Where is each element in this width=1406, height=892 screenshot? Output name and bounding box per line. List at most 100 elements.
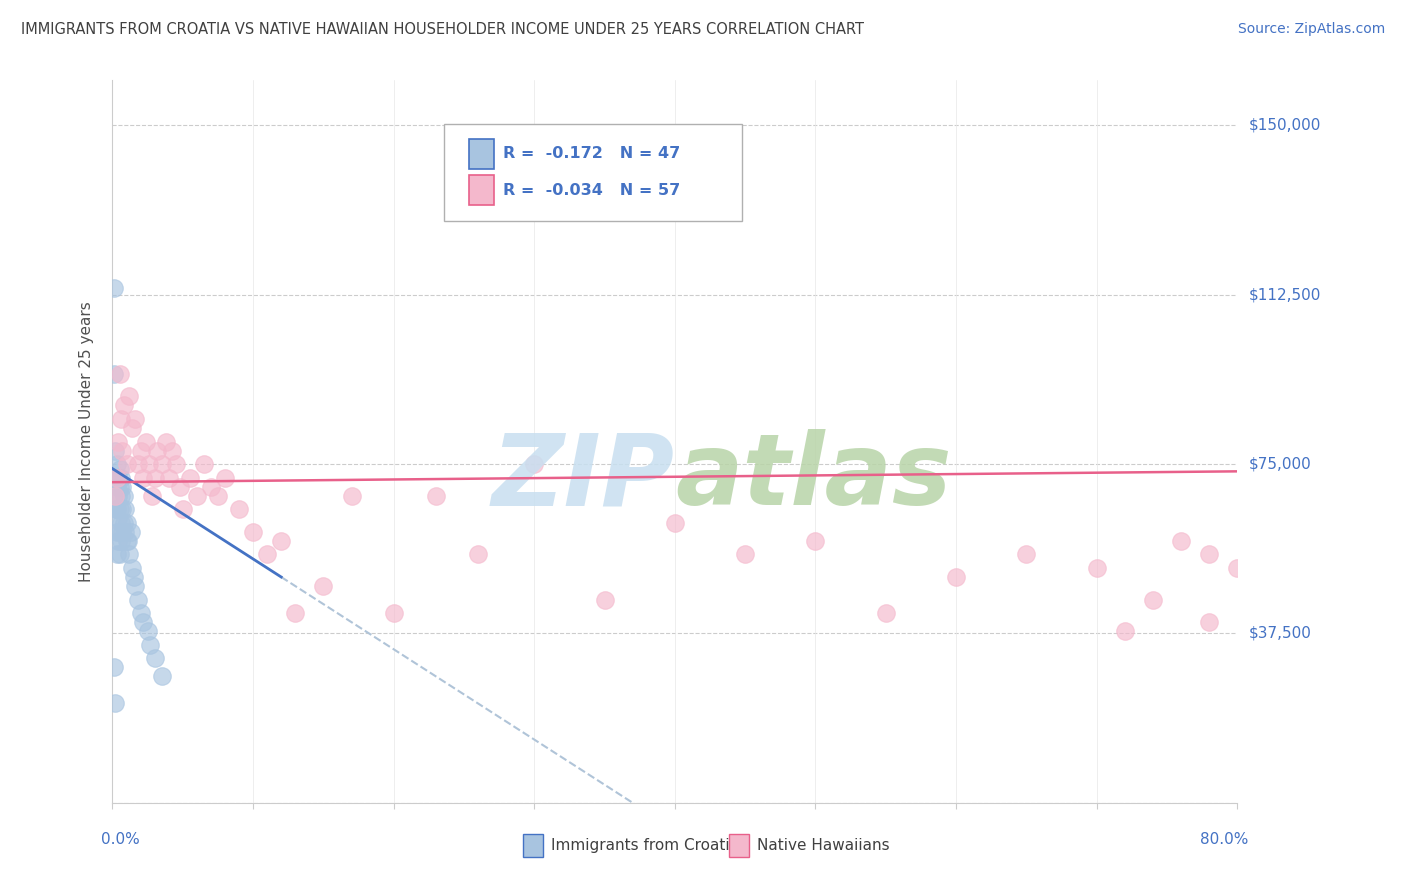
Point [382,606,405,620]
Point [875,606,897,620]
Point [228,502,250,516]
Point [111,443,134,458]
Point [256,548,278,562]
Point [143,470,166,484]
Text: 80.0%: 80.0% [1201,831,1249,847]
FancyBboxPatch shape [444,124,742,221]
Point [734,548,756,562]
Point [108,461,131,475]
Point [107,511,129,525]
Point [136,624,159,639]
Bar [470,139,494,169]
Text: ZIP: ZIP [492,429,675,526]
Text: $112,500: $112,500 [1249,287,1320,302]
Point [122,570,145,584]
Point [104,502,127,516]
Point [112,489,135,503]
Point [155,434,177,449]
Point [124,412,146,426]
Point [107,489,129,503]
Point [108,548,131,562]
Point [150,669,173,683]
Point [172,502,194,516]
Text: atlas: atlas [675,429,952,526]
Point [1198,548,1220,562]
Point [139,638,162,652]
Point [200,480,222,494]
Point [129,606,152,620]
Point [107,533,129,548]
Point [117,533,139,548]
Point [105,480,128,494]
Point [425,489,447,503]
Bar [728,834,749,857]
Point [103,660,125,674]
Point [121,421,143,435]
Point [1142,592,1164,607]
Point [121,561,143,575]
Point [108,367,131,381]
Point [115,516,138,530]
Point [104,470,127,484]
Point [143,651,166,665]
Point [242,524,264,539]
Text: 0.0%: 0.0% [101,831,141,847]
Text: R =  -0.034   N = 57: R = -0.034 N = 57 [503,183,681,198]
Point [111,502,134,516]
Point [115,457,138,471]
Point [118,548,141,562]
Point [112,398,135,412]
Point [129,443,152,458]
Point [593,592,616,607]
Text: $37,500: $37,500 [1249,626,1312,641]
Point [146,443,169,458]
Point [132,470,155,484]
Point [179,470,201,484]
Point [115,533,138,548]
Point [112,516,135,530]
Point [105,502,128,516]
Point [105,457,128,471]
Point [103,281,125,295]
Y-axis label: Householder Income Under 25 years: Householder Income Under 25 years [79,301,94,582]
Point [270,533,292,548]
Point [110,533,132,548]
Point [118,389,141,403]
Point [107,470,129,484]
Point [105,524,128,539]
Point [340,489,363,503]
Point [124,579,146,593]
Point [104,697,127,711]
Point [157,470,180,484]
Point [110,516,132,530]
Point [141,489,163,503]
Point [804,533,827,548]
Point [114,524,136,539]
Point [127,457,149,471]
Point [108,502,131,516]
Point [284,606,307,620]
Text: Native Hawaiians: Native Hawaiians [756,838,890,853]
Point [110,470,132,484]
Point [523,457,546,471]
Point [103,367,125,381]
Text: $75,000: $75,000 [1249,457,1312,472]
Point [107,434,129,449]
Text: $150,000: $150,000 [1249,118,1320,133]
Bar [523,834,543,857]
Point [135,434,157,449]
Point [945,570,967,584]
Point [105,548,128,562]
Point [150,457,173,471]
Point [138,457,160,471]
Point [110,412,132,426]
Point [165,457,187,471]
Point [193,457,215,471]
Point [664,516,686,530]
Point [132,615,155,630]
Point [186,489,208,503]
Point [108,524,131,539]
Point [214,470,236,484]
Text: IMMIGRANTS FROM CROATIA VS NATIVE HAWAIIAN HOUSEHOLDER INCOME UNDER 25 YEARS COR: IMMIGRANTS FROM CROATIA VS NATIVE HAWAII… [21,22,865,37]
Point [312,579,335,593]
